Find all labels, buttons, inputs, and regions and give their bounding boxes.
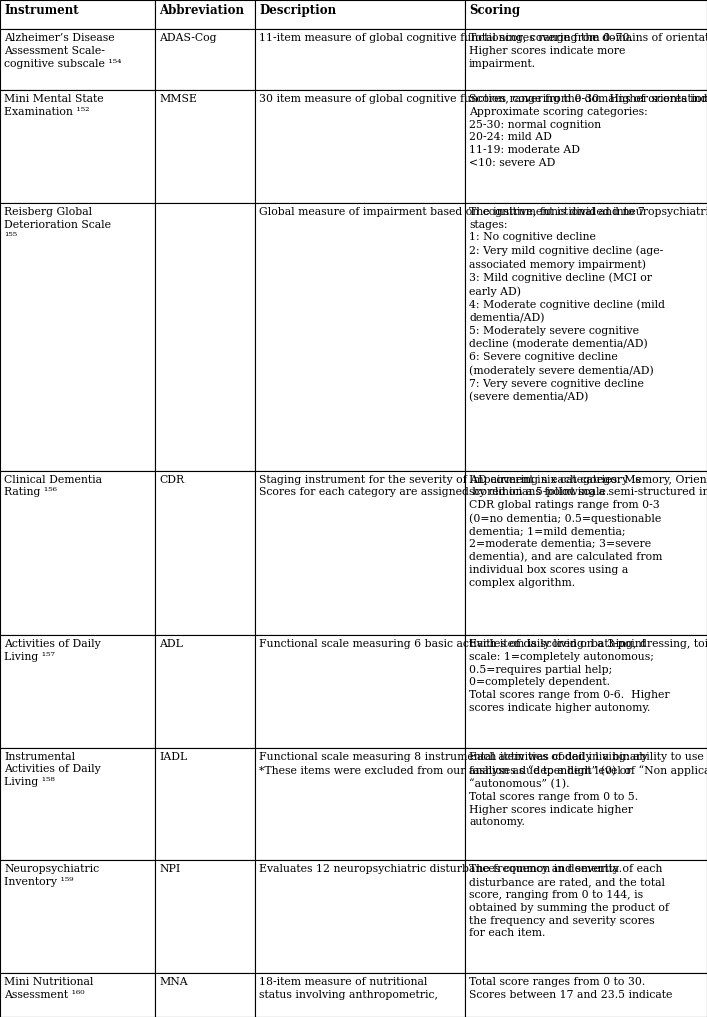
Bar	[465, 860, 707, 973]
Text: Impairment in each category is
scored on a 5-point scale.
CDR global ratings ran: Impairment in each category is scored on…	[469, 475, 662, 588]
Text: Activities of Daily
Living ¹⁵⁷: Activities of Daily Living ¹⁵⁷	[4, 639, 101, 662]
Bar	[0, 29, 155, 91]
Text: The frequency and severity of each
disturbance are rated, and the total
score, r: The frequency and severity of each distu…	[469, 864, 669, 939]
Text: Evaluates 12 neuropsychiatric disturbances common in dementia.: Evaluates 12 neuropsychiatric disturbanc…	[259, 864, 622, 875]
Text: Alzheimer’s Disease
Assessment Scale-
cognitive subscale ¹⁵⁴: Alzheimer’s Disease Assessment Scale- co…	[4, 33, 122, 68]
Bar	[465, 91, 707, 202]
Text: Staging instrument for the severity of AD covering six categories: Memory, Orien: Staging instrument for the severity of A…	[259, 475, 707, 497]
Text: Each item was coded in a binary
fashion as “dependent” (0) or
“autonomous” (1).
: Each item was coded in a binary fashion …	[469, 752, 648, 828]
Bar	[0, 635, 155, 747]
Text: Clinical Dementia
Rating ¹⁵⁶: Clinical Dementia Rating ¹⁵⁶	[4, 475, 102, 497]
Bar	[155, 0, 255, 29]
Text: MNA: MNA	[159, 977, 187, 988]
Bar	[465, 973, 707, 1017]
Text: NPI: NPI	[159, 864, 180, 875]
Bar	[155, 635, 255, 747]
Text: Description: Description	[259, 4, 336, 17]
Bar	[255, 860, 465, 973]
Text: Abbreviation: Abbreviation	[159, 4, 244, 17]
Bar	[255, 635, 465, 747]
Text: Each item is scored on a 3-point
scale: 1=completely autonomous;
0.5=requires pa: Each item is scored on a 3-point scale: …	[469, 639, 670, 713]
Bar	[255, 747, 465, 860]
Bar	[465, 635, 707, 747]
Text: Global measure of impairment based on cognitive, functional and neuropsychiatric: Global measure of impairment based on co…	[259, 206, 707, 217]
Text: Instrument: Instrument	[4, 4, 78, 17]
Bar	[0, 973, 155, 1017]
Bar	[465, 202, 707, 471]
Bar	[0, 91, 155, 202]
Bar	[155, 29, 255, 91]
Bar	[255, 91, 465, 202]
Bar	[465, 747, 707, 860]
Bar	[255, 0, 465, 29]
Text: ADL: ADL	[159, 639, 183, 649]
Bar	[0, 860, 155, 973]
Text: 18-item measure of nutritional
status involving anthropometric,: 18-item measure of nutritional status in…	[259, 977, 438, 1000]
Bar	[255, 202, 465, 471]
Text: Total score ranges from 0 to 30.
Scores between 17 and 23.5 indicate: Total score ranges from 0 to 30. Scores …	[469, 977, 672, 1000]
Text: Instrumental
Activities of Daily
Living ¹⁵⁸: Instrumental Activities of Daily Living …	[4, 752, 101, 787]
Bar	[255, 471, 465, 635]
Text: ADAS-Cog: ADAS-Cog	[159, 33, 216, 43]
Bar	[465, 0, 707, 29]
Bar	[155, 471, 255, 635]
Text: Functional scale measuring 8 instrumental activities of daily living: ability to: Functional scale measuring 8 instrumenta…	[259, 752, 707, 776]
Bar	[0, 471, 155, 635]
Bar	[255, 973, 465, 1017]
Text: Neuropsychiatric
Inventory ¹⁵⁹: Neuropsychiatric Inventory ¹⁵⁹	[4, 864, 99, 887]
Text: Mini Nutritional
Assessment ¹⁶⁰: Mini Nutritional Assessment ¹⁶⁰	[4, 977, 93, 1000]
Bar	[155, 973, 255, 1017]
Bar	[155, 747, 255, 860]
Text: Scoring: Scoring	[469, 4, 520, 17]
Bar	[255, 29, 465, 91]
Text: Reisberg Global
Deterioration Scale
¹⁵⁵: Reisberg Global Deterioration Scale ¹⁵⁵	[4, 206, 111, 242]
Bar	[465, 471, 707, 635]
Text: The instrument is divided into 7
stages:
1: No cognitive decline
2: Very mild co: The instrument is divided into 7 stages:…	[469, 206, 665, 402]
Bar	[155, 860, 255, 973]
Text: Functional scale measuring 6 basic activities of daily living: bathing, dressing: Functional scale measuring 6 basic activ…	[259, 639, 707, 649]
Text: MMSE: MMSE	[159, 95, 197, 104]
Bar	[0, 202, 155, 471]
Bar	[155, 202, 255, 471]
Bar	[465, 29, 707, 91]
Bar	[0, 747, 155, 860]
Text: 30 item measure of global cognitive function, covering the domains of orientatio: 30 item measure of global cognitive func…	[259, 95, 707, 104]
Text: IADL: IADL	[159, 752, 187, 762]
Text: CDR: CDR	[159, 475, 184, 484]
Bar	[155, 91, 255, 202]
Bar	[0, 0, 155, 29]
Text: Scores range from 0-30.  Higher scores indicate better cognitive performance.
Ap: Scores range from 0-30. Higher scores in…	[469, 95, 707, 168]
Text: Total scores range from 0–70.
Higher scores indicate more
impairment.: Total scores range from 0–70. Higher sco…	[469, 33, 633, 68]
Text: Mini Mental State
Examination ¹⁵²: Mini Mental State Examination ¹⁵²	[4, 95, 104, 117]
Text: 11-item measure of global cognitive functioning, covering the domains of orienta: 11-item measure of global cognitive func…	[259, 33, 707, 43]
